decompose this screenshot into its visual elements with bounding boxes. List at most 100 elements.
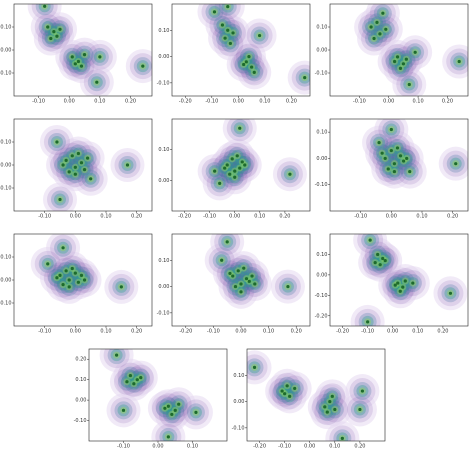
density [358, 312, 377, 326]
x-tick-label: 0.20 [131, 329, 142, 335]
point [405, 156, 409, 161]
density [291, 64, 310, 91]
point [393, 283, 397, 287]
point [82, 53, 87, 57]
point [76, 151, 80, 156]
point [236, 269, 240, 273]
point [286, 284, 290, 289]
point [398, 154, 403, 158]
point [280, 389, 284, 393]
point [132, 382, 136, 386]
density [31, 4, 58, 20]
point [225, 163, 229, 167]
point [368, 238, 372, 242]
point [67, 285, 71, 289]
point [86, 156, 90, 160]
axes-frame [329, 118, 469, 212]
point [377, 141, 381, 145]
point [235, 154, 239, 158]
density [369, 4, 396, 27]
density [350, 304, 385, 326]
point [70, 154, 74, 158]
point [79, 273, 84, 277]
point [283, 392, 287, 396]
x-tick-label: 0.20 [354, 444, 365, 450]
point [401, 285, 405, 289]
x-tick-label: 0.10 [413, 99, 424, 105]
subplot: -0.10 0.00 0.10 0.20 -0.10 0.00 0.10 [0, 3, 153, 105]
axes-frame [171, 118, 311, 212]
point [328, 399, 332, 404]
point [233, 169, 237, 173]
x-tick-label: 0.10 [259, 99, 270, 105]
density [214, 4, 241, 20]
y-tick-label: 0.00 [158, 54, 169, 60]
point [413, 50, 417, 54]
density [214, 234, 241, 255]
point [395, 55, 400, 59]
point [247, 279, 251, 283]
density [27, 4, 62, 24]
y-tick-label: 0.10 [75, 377, 86, 383]
point [166, 435, 170, 439]
point [381, 256, 385, 261]
point [285, 384, 289, 388]
subplot: -0.10 0.00 0.10 0.20 -0.10 0.00 0.10 [0, 233, 153, 335]
point [333, 407, 337, 412]
point [76, 280, 80, 284]
x-tick-label: 0.00 [64, 99, 75, 105]
x-tick-label: 0.00 [70, 214, 81, 220]
density [357, 234, 384, 254]
point [366, 320, 370, 324]
point [373, 261, 377, 265]
point [231, 31, 235, 35]
y-tick-label: 0.00 [316, 272, 327, 278]
point [135, 378, 139, 382]
point [384, 27, 388, 31]
x-tick-label: 0.10 [100, 214, 111, 220]
point [70, 55, 74, 59]
x-tick-label: -0.10 [32, 99, 45, 105]
point [231, 274, 235, 278]
y-tick-label: 0.10 [0, 255, 11, 261]
point [392, 162, 396, 166]
point [411, 281, 415, 285]
subplot: -0.20 -0.10 0.00 0.10 0.20 0.00 0.10 [158, 118, 311, 220]
axes-frame [171, 3, 311, 97]
y-tick-label: -0.10 [74, 418, 87, 424]
point [240, 160, 244, 164]
subplot: -0.20 -0.10 0.00 0.10 0.20 -0.20 -0.10 0.00 0.10 [315, 233, 469, 335]
y-tick-label: 0.10 [316, 130, 327, 136]
density [295, 68, 310, 87]
point [166, 404, 170, 408]
point [401, 62, 406, 66]
point [293, 386, 297, 391]
point [73, 271, 77, 275]
point [378, 32, 382, 36]
point [380, 151, 384, 155]
y-tick-label: -0.10 [0, 186, 12, 192]
point [58, 27, 62, 31]
y-tick-label: 0.10 [233, 373, 244, 379]
density [247, 350, 272, 385]
point [330, 394, 334, 398]
point [170, 412, 174, 417]
point [376, 252, 380, 257]
y-tick-label: -0.10 [157, 310, 170, 316]
density [210, 234, 245, 259]
x-tick-label: 0.10 [187, 444, 198, 450]
subplot: -0.20 -0.10 0.00 0.10 0.20 -0.10 0.00 0.10 [157, 233, 311, 335]
point [121, 408, 126, 412]
point [141, 64, 145, 68]
density [38, 4, 51, 13]
x-tick-label: 0.10 [329, 444, 340, 450]
y-tick-label: -0.10 [0, 301, 12, 307]
axes-frame [246, 348, 386, 442]
point [212, 10, 217, 14]
x-tick-label: -0.20 [178, 214, 191, 220]
point [194, 410, 198, 414]
point [173, 408, 177, 412]
density [365, 4, 400, 31]
point [213, 169, 217, 173]
